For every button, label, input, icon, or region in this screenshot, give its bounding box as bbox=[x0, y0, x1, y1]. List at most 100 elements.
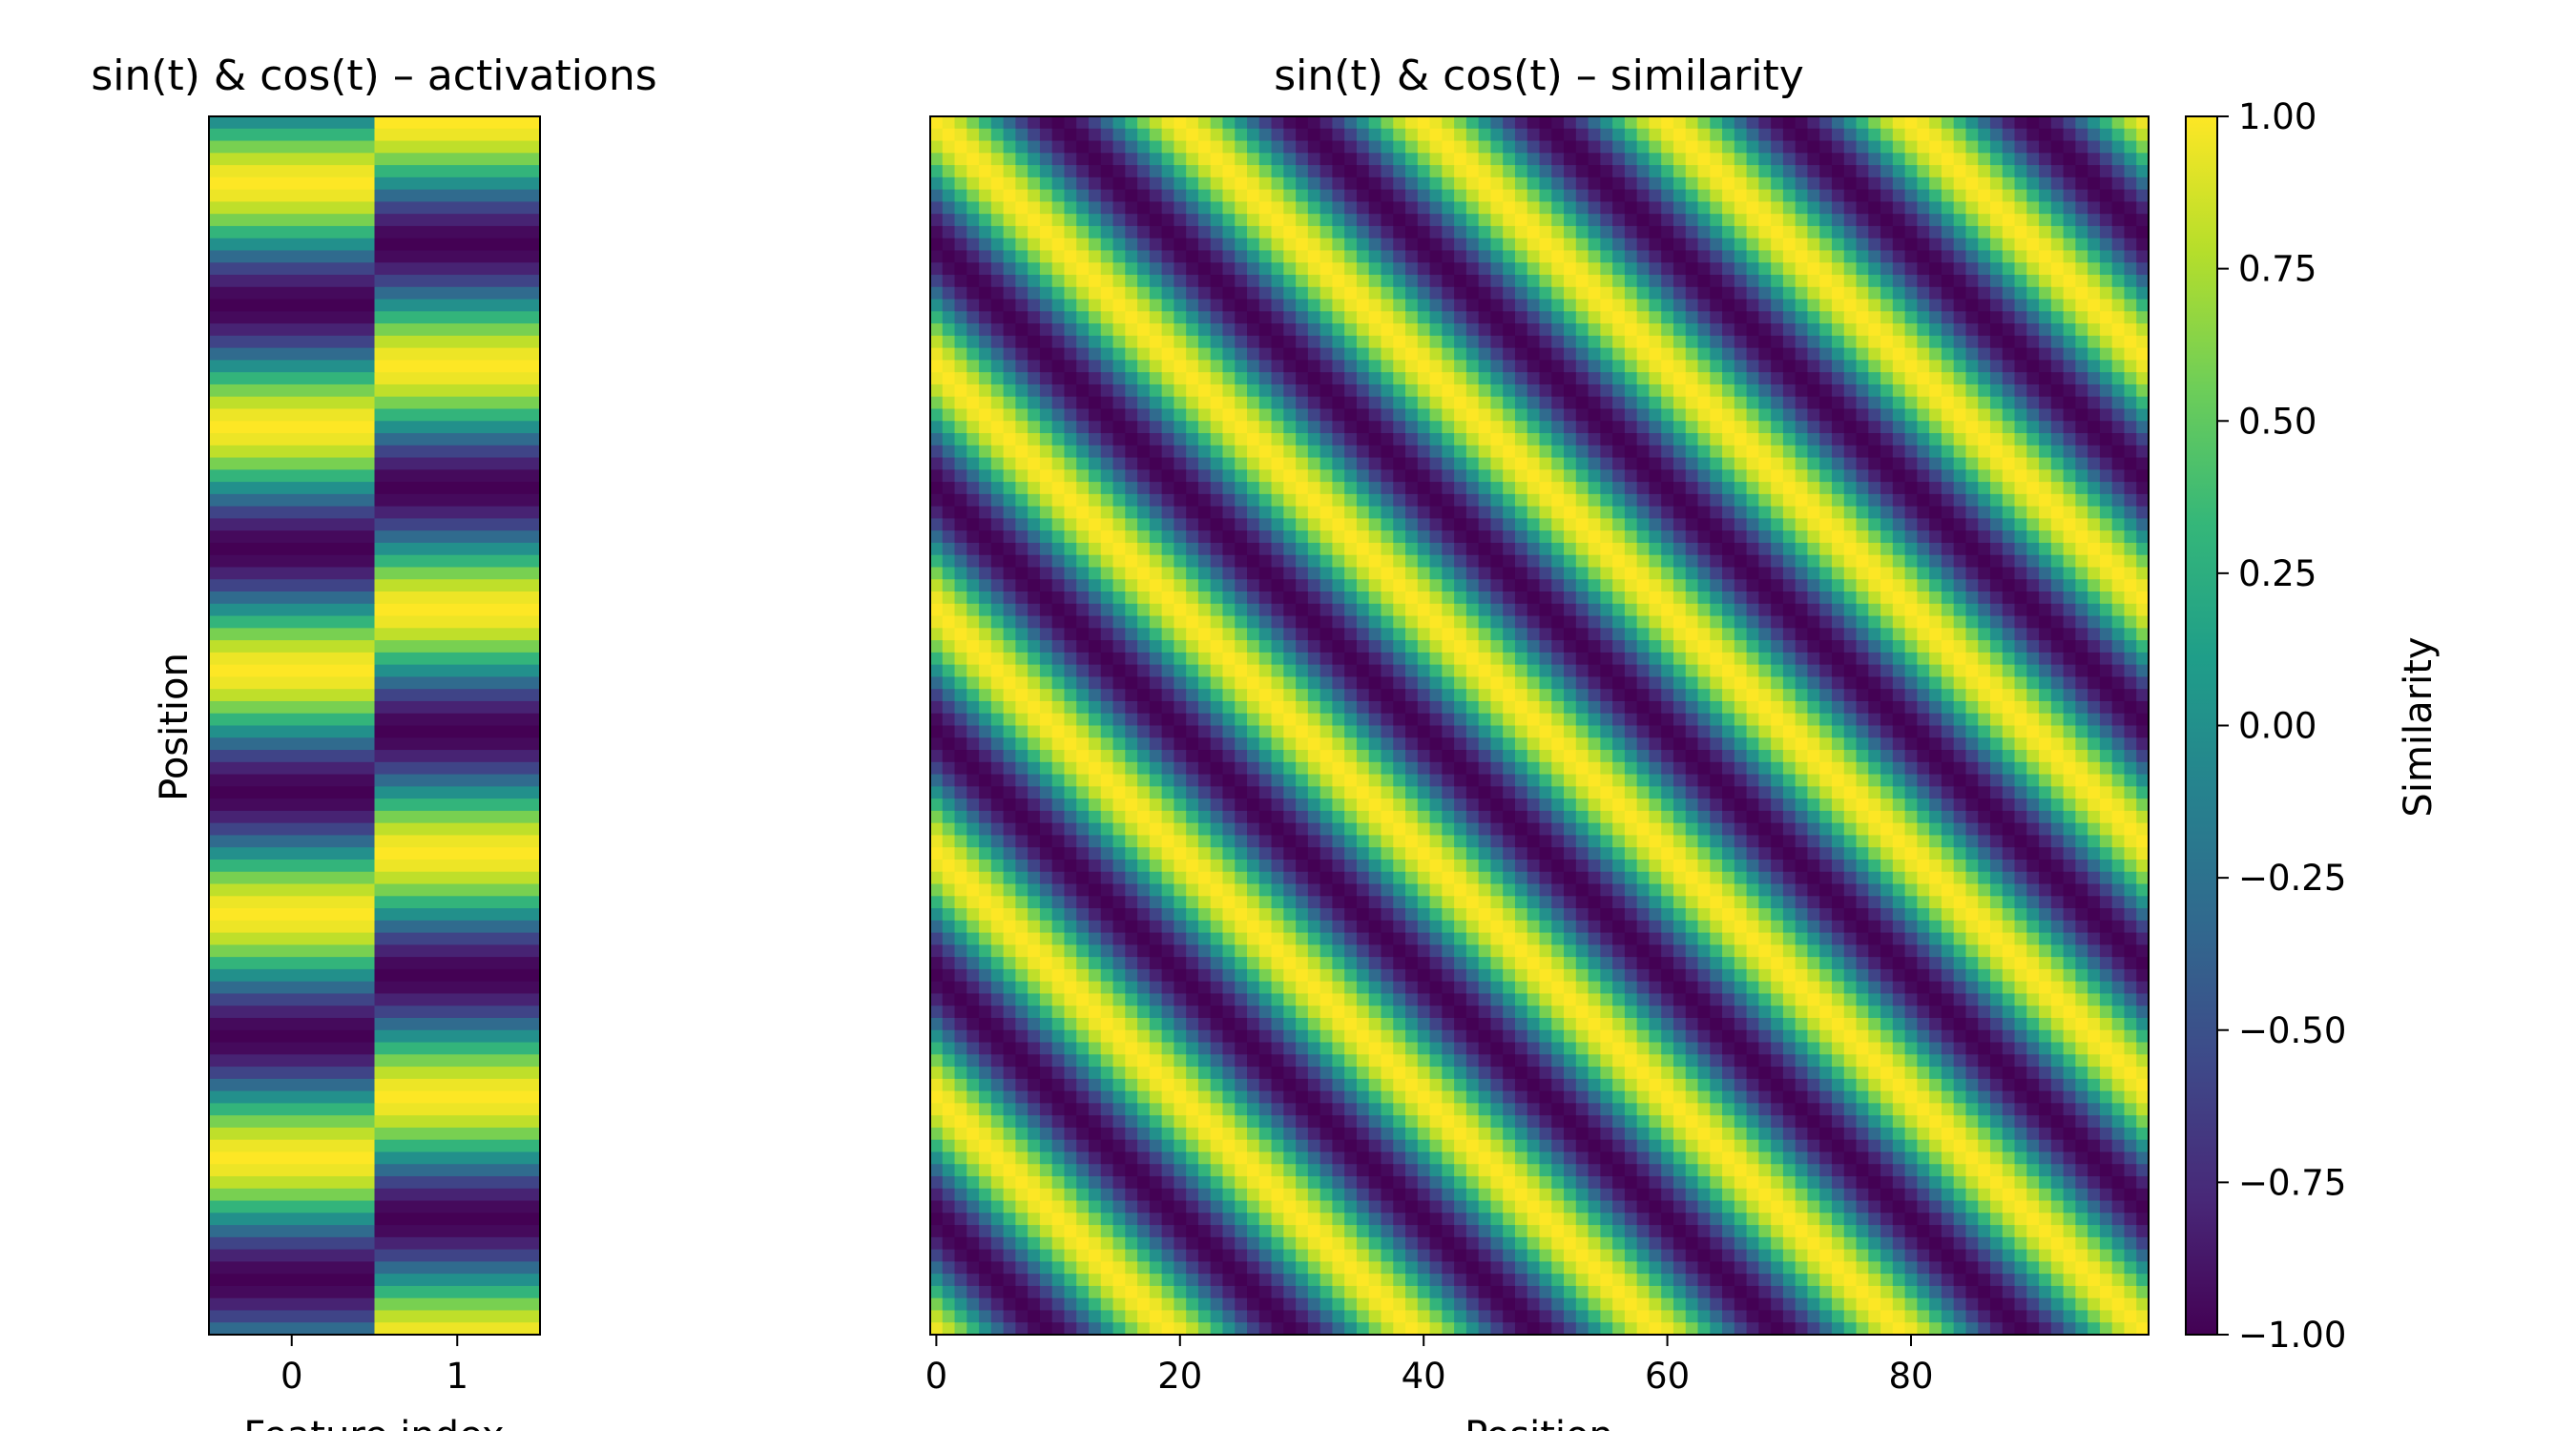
similarity-cell bbox=[1271, 542, 1284, 556]
similarity-cell bbox=[1588, 384, 1601, 398]
similarity-cell bbox=[1929, 225, 1942, 239]
similarity-cell bbox=[1746, 140, 1759, 154]
similarity-cell bbox=[1697, 554, 1711, 569]
similarity-cell bbox=[2136, 128, 2150, 142]
similarity-cell bbox=[1064, 689, 1077, 702]
similarity-cell bbox=[1015, 628, 1028, 641]
similarity-cell bbox=[1929, 323, 1942, 337]
similarity-cell bbox=[1734, 554, 1748, 569]
similarity-cell bbox=[1624, 567, 1638, 580]
similarity-cell bbox=[1892, 433, 1906, 446]
similarity-cell bbox=[1028, 116, 1041, 130]
similarity-cell bbox=[1112, 676, 1126, 690]
similarity-cell bbox=[1917, 664, 1930, 678]
similarity-cell bbox=[1490, 421, 1504, 434]
similarity-cell bbox=[1465, 360, 1480, 373]
similarity-cell bbox=[2136, 360, 2150, 373]
similarity-cell bbox=[2039, 250, 2052, 263]
similarity-cell bbox=[1381, 482, 1394, 495]
similarity-cell bbox=[2002, 530, 2016, 544]
similarity-cell bbox=[1210, 542, 1224, 556]
similarity-cell bbox=[1771, 214, 1784, 227]
similarity-cell bbox=[2002, 189, 2016, 202]
similarity-cell bbox=[1247, 323, 1260, 337]
similarity-cell bbox=[1149, 603, 1163, 617]
similarity-cell bbox=[1575, 225, 1589, 239]
similarity-cell bbox=[1332, 652, 1345, 666]
similarity-cell bbox=[1296, 323, 1309, 337]
similarity-cell bbox=[1697, 506, 1711, 520]
similarity-cell bbox=[1258, 445, 1273, 459]
similarity-cell bbox=[1636, 238, 1651, 252]
similarity-cell bbox=[1771, 275, 1784, 288]
similarity-cell bbox=[2075, 676, 2088, 690]
similarity-cell bbox=[1880, 640, 1894, 653]
similarity-cell bbox=[1125, 153, 1138, 166]
similarity-cell bbox=[1856, 238, 1869, 252]
similarity-cell bbox=[1953, 567, 1967, 580]
similarity-cell bbox=[1186, 506, 1199, 520]
similarity-cell bbox=[1782, 275, 1797, 288]
similarity-cell bbox=[1685, 250, 1699, 263]
similarity-cell bbox=[1089, 262, 1102, 276]
similarity-cell bbox=[1722, 433, 1735, 446]
similarity-cell bbox=[1564, 567, 1577, 580]
similarity-cell bbox=[1929, 579, 1942, 592]
similarity-cell bbox=[1904, 689, 1918, 702]
similarity-cell bbox=[1965, 567, 1979, 580]
similarity-cell bbox=[990, 493, 1005, 508]
similarity-cell bbox=[1831, 116, 1845, 130]
similarity-cell bbox=[1271, 433, 1284, 446]
similarity-cell bbox=[1417, 250, 1431, 263]
similarity-cell bbox=[1454, 640, 1467, 653]
similarity-cell bbox=[1490, 554, 1504, 569]
similarity-cell bbox=[2026, 615, 2040, 629]
similarity-cell bbox=[1319, 664, 1334, 678]
similarity-cell bbox=[1405, 311, 1419, 324]
similarity-cell bbox=[1344, 579, 1358, 592]
similarity-cell bbox=[1003, 554, 1016, 569]
similarity-cell bbox=[1186, 530, 1199, 544]
similarity-cell bbox=[1539, 457, 1552, 470]
similarity-cell bbox=[1454, 506, 1467, 520]
similarity-cell bbox=[2063, 482, 2076, 495]
similarity-cell bbox=[2136, 201, 2150, 215]
similarity-cell bbox=[990, 408, 1005, 422]
activation-cell bbox=[209, 652, 376, 666]
similarity-cell bbox=[1710, 493, 1723, 508]
similarity-cell bbox=[1186, 275, 1199, 288]
similarity-cell bbox=[1283, 384, 1297, 398]
similarity-cell bbox=[1161, 201, 1174, 215]
activation-cell bbox=[209, 250, 376, 263]
similarity-cell bbox=[1332, 689, 1345, 702]
similarity-cell bbox=[954, 275, 967, 288]
similarity-cell bbox=[1381, 408, 1394, 422]
similarity-cell bbox=[1003, 153, 1016, 166]
similarity-cell bbox=[1149, 176, 1163, 191]
similarity-cell bbox=[1672, 275, 1687, 288]
similarity-cell bbox=[2124, 482, 2137, 495]
similarity-cell bbox=[1929, 372, 1942, 385]
similarity-cell bbox=[966, 116, 980, 130]
similarity-cell bbox=[1917, 530, 1930, 544]
similarity-cell bbox=[1672, 591, 1687, 605]
similarity-cell bbox=[1076, 676, 1090, 690]
similarity-cell bbox=[1125, 542, 1138, 556]
similarity-cell bbox=[1965, 189, 1979, 202]
similarity-cell bbox=[1454, 664, 1467, 678]
similarity-cell bbox=[1929, 396, 1942, 410]
similarity-cell bbox=[2050, 165, 2065, 178]
similarity-cell bbox=[1186, 372, 1199, 385]
similarity-cell bbox=[2002, 140, 2016, 154]
similarity-cell bbox=[1856, 579, 1869, 592]
similarity-cell bbox=[1880, 153, 1894, 166]
similarity-cell bbox=[1307, 664, 1321, 678]
similarity-cell bbox=[1039, 128, 1053, 142]
similarity-cell bbox=[1539, 323, 1552, 337]
similarity-cell bbox=[1782, 360, 1797, 373]
similarity-cell bbox=[1368, 347, 1382, 361]
similarity-cell bbox=[1393, 615, 1406, 629]
similarity-cell bbox=[1868, 116, 1881, 130]
similarity-cell bbox=[1795, 201, 1809, 215]
similarity-cell bbox=[1405, 506, 1419, 520]
